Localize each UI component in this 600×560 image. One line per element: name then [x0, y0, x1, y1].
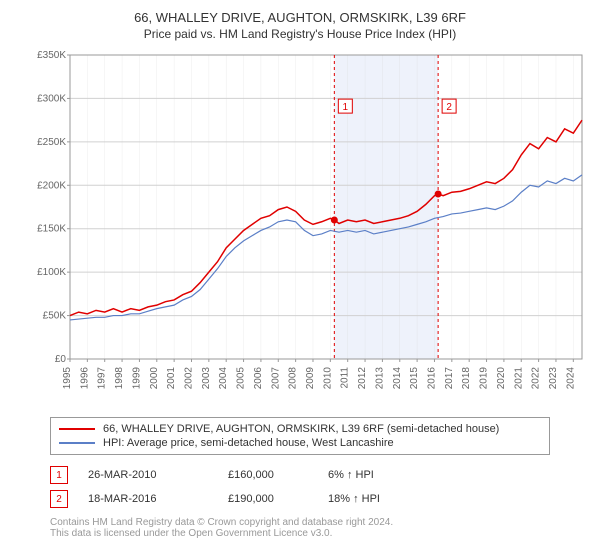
svg-text:1996: 1996	[79, 367, 90, 390]
svg-text:£0: £0	[55, 354, 67, 365]
svg-text:2012: 2012	[357, 367, 368, 390]
legend-item: 66, WHALLEY DRIVE, AUGHTON, ORMSKIRK, L3…	[59, 422, 541, 436]
svg-text:£50K: £50K	[43, 311, 67, 322]
transactions-table: 1 26-MAR-2010£160,0006% ↑ HPI 2 18-MAR-2016…	[50, 463, 550, 511]
transaction-row: 2 18-MAR-2016£190,00018% ↑ HPI	[50, 487, 550, 511]
svg-text:£100K: £100K	[37, 267, 66, 278]
legend-swatch	[59, 442, 95, 444]
svg-text:2003: 2003	[201, 367, 212, 390]
chart-subtitle: Price paid vs. HM Land Registry's House …	[10, 27, 590, 41]
svg-text:1997: 1997	[97, 367, 108, 390]
svg-text:2015: 2015	[409, 367, 420, 390]
footer-line-1: Contains HM Land Registry data © Crown c…	[50, 517, 590, 528]
svg-text:2020: 2020	[496, 367, 507, 390]
svg-text:2006: 2006	[253, 367, 264, 390]
svg-text:£250K: £250K	[37, 137, 66, 148]
svg-text:2: 2	[446, 102, 452, 113]
footer: Contains HM Land Registry data © Crown c…	[50, 517, 590, 539]
transaction-price: £190,000	[228, 493, 328, 505]
legend-swatch	[59, 428, 95, 430]
svg-text:2019: 2019	[479, 367, 490, 390]
transaction-badge: 2	[50, 490, 68, 508]
svg-text:£200K: £200K	[37, 180, 66, 191]
svg-text:2010: 2010	[322, 367, 333, 390]
svg-text:2013: 2013	[374, 367, 385, 390]
chart-container: 66, WHALLEY DRIVE, AUGHTON, ORMSKIRK, L3…	[10, 10, 590, 539]
svg-text:1995: 1995	[62, 367, 73, 390]
transaction-price: £160,000	[228, 469, 328, 481]
transaction-row: 1 26-MAR-2010£160,0006% ↑ HPI	[50, 463, 550, 487]
legend-item: HPI: Average price, semi-detached house,…	[59, 436, 541, 450]
svg-text:2000: 2000	[149, 367, 160, 390]
svg-text:2023: 2023	[548, 367, 559, 390]
svg-text:2011: 2011	[340, 367, 351, 389]
svg-text:2008: 2008	[288, 367, 299, 390]
svg-text:2017: 2017	[444, 367, 455, 390]
svg-text:£300K: £300K	[37, 93, 66, 104]
svg-text:£150K: £150K	[37, 224, 66, 235]
svg-text:2007: 2007	[270, 367, 281, 390]
transaction-badge: 1	[50, 466, 68, 484]
transaction-date: 18-MAR-2016	[88, 493, 228, 505]
svg-text:2001: 2001	[166, 367, 177, 390]
svg-text:1: 1	[343, 102, 349, 113]
svg-text:2009: 2009	[305, 367, 316, 390]
svg-text:2002: 2002	[183, 367, 194, 390]
svg-text:2024: 2024	[565, 367, 576, 390]
transaction-hpi: 18% ↑ HPI	[328, 493, 448, 505]
transaction-date: 26-MAR-2010	[88, 469, 228, 481]
svg-text:2018: 2018	[461, 367, 472, 390]
legend-label: 66, WHALLEY DRIVE, AUGHTON, ORMSKIRK, L3…	[103, 423, 499, 435]
legend-label: HPI: Average price, semi-detached house,…	[103, 437, 394, 449]
chart-svg: £0 £50K £100K £150K £200K £250K £300K £350K 1995…	[30, 49, 590, 409]
svg-text:2005: 2005	[236, 367, 247, 390]
svg-text:2021: 2021	[513, 367, 524, 390]
svg-text:2022: 2022	[531, 367, 542, 390]
svg-text:2016: 2016	[426, 367, 437, 390]
footer-line-2: This data is licensed under the Open Gov…	[50, 528, 590, 539]
svg-text:1999: 1999	[131, 367, 142, 390]
svg-text:2014: 2014	[392, 367, 403, 390]
legend: 66, WHALLEY DRIVE, AUGHTON, ORMSKIRK, L3…	[50, 417, 550, 455]
chart-title: 66, WHALLEY DRIVE, AUGHTON, ORMSKIRK, L3…	[10, 10, 590, 25]
svg-text:£350K: £350K	[37, 50, 66, 61]
transaction-hpi: 6% ↑ HPI	[328, 469, 448, 481]
svg-text:1998: 1998	[114, 367, 125, 390]
plot-area: £0 £50K £100K £150K £200K £250K £300K £350K 1995…	[30, 49, 590, 409]
svg-text:2004: 2004	[218, 367, 229, 390]
